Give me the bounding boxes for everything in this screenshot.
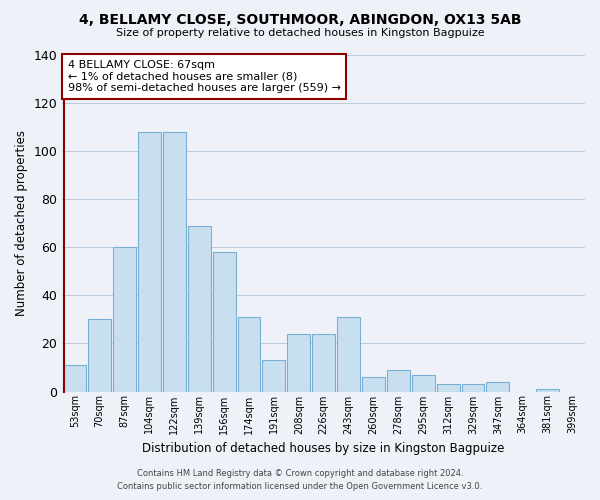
Bar: [387, 370, 410, 392]
Bar: [238, 317, 260, 392]
Bar: [212, 252, 236, 392]
Bar: [487, 382, 509, 392]
Bar: [337, 317, 360, 392]
Text: Size of property relative to detached houses in Kingston Bagpuize: Size of property relative to detached ho…: [116, 28, 484, 38]
Text: 4 BELLAMY CLOSE: 67sqm
← 1% of detached houses are smaller (8)
98% of semi-detac: 4 BELLAMY CLOSE: 67sqm ← 1% of detached …: [68, 60, 341, 93]
Bar: [262, 360, 286, 392]
Bar: [138, 132, 161, 392]
Bar: [63, 365, 86, 392]
Y-axis label: Number of detached properties: Number of detached properties: [15, 130, 28, 316]
Bar: [88, 320, 111, 392]
Bar: [437, 384, 460, 392]
Bar: [287, 334, 310, 392]
Bar: [362, 377, 385, 392]
Bar: [113, 248, 136, 392]
Bar: [312, 334, 335, 392]
X-axis label: Distribution of detached houses by size in Kingston Bagpuize: Distribution of detached houses by size …: [142, 442, 505, 455]
Bar: [163, 132, 186, 392]
Bar: [461, 384, 484, 392]
Bar: [188, 226, 211, 392]
Bar: [412, 374, 434, 392]
Text: 4, BELLAMY CLOSE, SOUTHMOOR, ABINGDON, OX13 5AB: 4, BELLAMY CLOSE, SOUTHMOOR, ABINGDON, O…: [79, 12, 521, 26]
Bar: [536, 389, 559, 392]
Text: Contains HM Land Registry data © Crown copyright and database right 2024.
Contai: Contains HM Land Registry data © Crown c…: [118, 470, 482, 491]
